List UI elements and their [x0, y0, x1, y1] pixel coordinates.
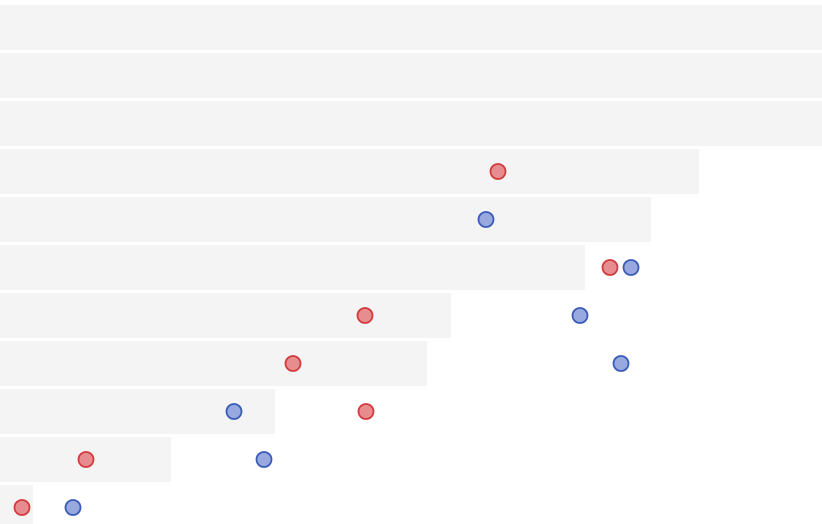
background-bar	[0, 293, 451, 338]
red-data-point	[356, 307, 374, 324]
blue-data-point	[622, 259, 640, 276]
red-data-point	[77, 451, 95, 468]
red-data-point	[357, 403, 375, 420]
red-data-point	[489, 163, 507, 180]
data-points	[13, 163, 640, 516]
blue-data-point	[64, 499, 82, 516]
background-bar	[0, 341, 427, 386]
blue-data-point	[571, 307, 589, 324]
blue-data-point	[612, 355, 630, 372]
background-bar	[0, 5, 822, 50]
background-bars	[0, 5, 822, 524]
blue-data-point	[477, 211, 495, 228]
background-bar	[0, 245, 585, 290]
background-bar	[0, 53, 822, 98]
background-bar	[0, 197, 651, 242]
blue-data-point	[255, 451, 273, 468]
background-bar	[0, 149, 699, 194]
red-data-point	[601, 259, 619, 276]
red-data-point	[284, 355, 302, 372]
blue-data-point	[225, 403, 243, 420]
red-data-point	[13, 499, 31, 516]
background-bar	[0, 101, 822, 146]
